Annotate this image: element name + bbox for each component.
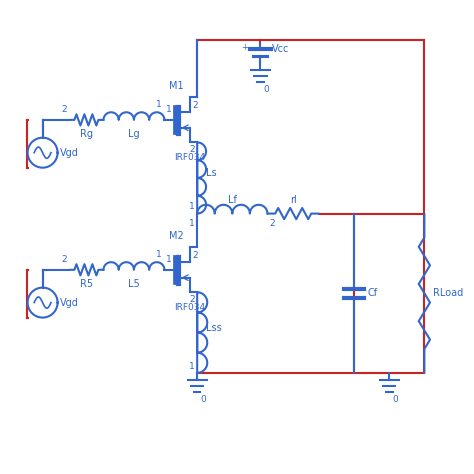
Text: 1: 1 — [156, 250, 162, 259]
Text: +: + — [241, 43, 248, 52]
Text: 1: 1 — [189, 219, 195, 228]
Text: rl: rl — [290, 195, 297, 205]
Text: Rg: Rg — [80, 129, 93, 139]
Text: R5: R5 — [80, 279, 93, 289]
Text: 0: 0 — [264, 85, 269, 94]
Text: 2: 2 — [269, 219, 275, 228]
Text: 2: 2 — [192, 100, 198, 109]
Text: IRF034: IRF034 — [174, 153, 205, 162]
Text: Cf: Cf — [367, 288, 377, 298]
Text: 2: 2 — [61, 105, 67, 114]
Text: 2: 2 — [192, 251, 198, 260]
Text: 0: 0 — [201, 395, 206, 404]
Text: M2: M2 — [169, 231, 184, 241]
Text: 1: 1 — [189, 202, 195, 211]
Text: 1: 1 — [166, 255, 172, 264]
Text: 2: 2 — [189, 145, 195, 154]
Text: Lg: Lg — [128, 129, 140, 139]
Text: M1: M1 — [169, 81, 184, 91]
Text: 1: 1 — [189, 362, 195, 371]
Text: L5: L5 — [128, 279, 140, 289]
Text: 1: 1 — [156, 100, 162, 109]
Text: 0: 0 — [392, 395, 398, 404]
Text: Vcc: Vcc — [272, 44, 290, 54]
Text: IRF034: IRF034 — [174, 302, 205, 311]
Text: RLoad: RLoad — [433, 288, 463, 298]
Text: 2: 2 — [189, 295, 195, 304]
Text: 1: 1 — [166, 105, 172, 114]
Text: Vgd: Vgd — [60, 148, 79, 158]
Text: Lss: Lss — [206, 323, 221, 333]
Text: Lf: Lf — [228, 195, 237, 205]
Text: Vgd: Vgd — [60, 298, 79, 308]
Text: 2: 2 — [61, 255, 67, 264]
Text: Ls: Ls — [206, 168, 216, 178]
